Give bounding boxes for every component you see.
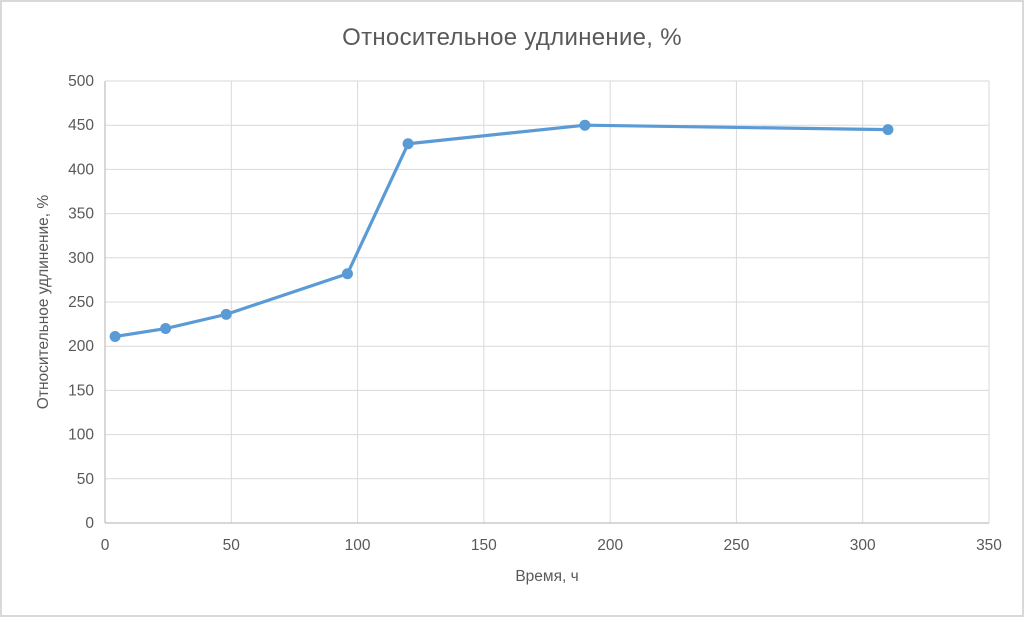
x-tick-label: 50 bbox=[223, 537, 241, 554]
y-tick-label: 450 bbox=[68, 117, 94, 134]
y-tick-label: 200 bbox=[68, 338, 94, 355]
x-axis-title: Время, ч bbox=[515, 568, 579, 585]
x-tick-label: 150 bbox=[471, 537, 497, 554]
x-tick-label: 0 bbox=[101, 537, 110, 554]
x-tick-label: 200 bbox=[597, 537, 623, 554]
y-tick-label: 0 bbox=[85, 515, 94, 532]
data-point-marker bbox=[579, 119, 591, 131]
y-tick-label: 50 bbox=[77, 471, 95, 488]
x-tick-label: 250 bbox=[723, 537, 749, 554]
y-tick-label: 150 bbox=[68, 382, 94, 399]
data-point-marker bbox=[882, 124, 894, 136]
x-tick-label: 300 bbox=[850, 537, 876, 554]
chart-title: Относительное удлинение, % bbox=[342, 24, 682, 51]
y-tick-label: 300 bbox=[68, 250, 94, 267]
x-tick-label: 100 bbox=[345, 537, 371, 554]
y-tick-label: 400 bbox=[68, 161, 94, 178]
data-point-marker bbox=[220, 308, 232, 320]
x-tick-label: 350 bbox=[976, 537, 1002, 554]
data-point-marker bbox=[402, 138, 414, 150]
y-tick-label: 500 bbox=[68, 73, 94, 90]
data-point-marker bbox=[341, 268, 353, 280]
y-tick-label: 350 bbox=[68, 206, 94, 223]
data-point-marker bbox=[160, 323, 172, 335]
y-axis-title: Относительное удлинение, % bbox=[35, 194, 52, 410]
y-tick-label: 250 bbox=[68, 294, 94, 311]
data-point-marker bbox=[109, 330, 121, 342]
y-tick-label: 100 bbox=[68, 427, 94, 444]
